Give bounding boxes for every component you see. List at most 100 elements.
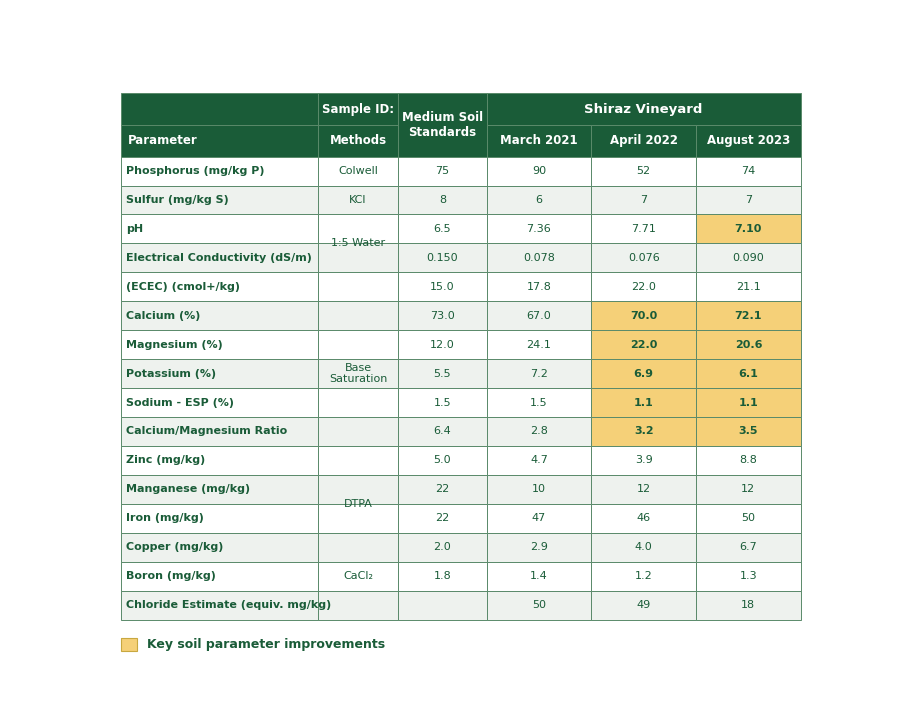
Text: Calcium/Magnesium Ratio: Calcium/Magnesium Ratio [126, 427, 288, 437]
FancyBboxPatch shape [318, 94, 398, 125]
FancyBboxPatch shape [318, 243, 398, 272]
Text: 6.1: 6.1 [738, 369, 759, 379]
Text: 8: 8 [439, 195, 446, 205]
FancyBboxPatch shape [592, 214, 696, 243]
FancyBboxPatch shape [486, 157, 592, 186]
FancyBboxPatch shape [486, 388, 592, 417]
FancyBboxPatch shape [592, 388, 696, 417]
Text: 7: 7 [744, 195, 752, 205]
Text: 3.2: 3.2 [634, 427, 654, 437]
Text: Boron (mg/kg): Boron (mg/kg) [126, 571, 216, 581]
FancyBboxPatch shape [486, 359, 592, 388]
Text: Key soil parameter improvements: Key soil parameter improvements [147, 637, 385, 651]
Text: 47: 47 [532, 513, 546, 523]
Text: August 2023: August 2023 [707, 134, 790, 147]
Text: 7.36: 7.36 [527, 224, 551, 234]
FancyBboxPatch shape [318, 532, 398, 562]
FancyBboxPatch shape [120, 475, 318, 504]
FancyBboxPatch shape [120, 417, 318, 446]
FancyBboxPatch shape [398, 446, 486, 475]
FancyBboxPatch shape [120, 359, 318, 388]
Text: 6.4: 6.4 [433, 427, 451, 437]
FancyBboxPatch shape [696, 125, 801, 157]
FancyBboxPatch shape [120, 591, 318, 620]
Text: 1.1: 1.1 [634, 398, 654, 408]
FancyBboxPatch shape [696, 562, 801, 591]
Text: 22: 22 [435, 484, 450, 494]
FancyBboxPatch shape [592, 532, 696, 562]
Text: 12: 12 [742, 484, 755, 494]
FancyBboxPatch shape [486, 475, 592, 504]
Text: Electrical Conductivity (dS/m): Electrical Conductivity (dS/m) [126, 253, 312, 263]
FancyBboxPatch shape [398, 591, 486, 620]
FancyBboxPatch shape [120, 532, 318, 562]
FancyBboxPatch shape [486, 417, 592, 446]
FancyBboxPatch shape [398, 330, 486, 359]
FancyBboxPatch shape [318, 417, 398, 446]
FancyBboxPatch shape [592, 330, 696, 359]
Text: 12: 12 [636, 484, 651, 494]
Text: 1.4: 1.4 [530, 571, 547, 581]
FancyBboxPatch shape [318, 475, 398, 504]
FancyBboxPatch shape [120, 186, 318, 214]
Text: 7: 7 [640, 195, 647, 205]
FancyBboxPatch shape [318, 504, 398, 532]
Text: 7.71: 7.71 [631, 224, 656, 234]
FancyBboxPatch shape [696, 243, 801, 272]
FancyBboxPatch shape [398, 359, 486, 388]
Text: Sulfur (mg/kg S): Sulfur (mg/kg S) [126, 195, 229, 205]
FancyBboxPatch shape [398, 214, 486, 243]
FancyBboxPatch shape [318, 359, 398, 388]
FancyBboxPatch shape [318, 214, 398, 243]
FancyBboxPatch shape [120, 446, 318, 475]
Text: Sample ID:: Sample ID: [322, 103, 394, 116]
Text: 4.7: 4.7 [530, 455, 547, 465]
FancyBboxPatch shape [318, 591, 398, 620]
FancyBboxPatch shape [398, 388, 486, 417]
Text: 1.5: 1.5 [530, 398, 547, 408]
Text: 10: 10 [532, 484, 546, 494]
FancyBboxPatch shape [592, 301, 696, 330]
Text: 15.0: 15.0 [430, 281, 455, 292]
Text: 22.0: 22.0 [630, 340, 657, 350]
Text: CaCl₂: CaCl₂ [343, 571, 373, 581]
Text: 6: 6 [536, 195, 542, 205]
Text: 49: 49 [636, 600, 651, 610]
Text: Iron (mg/kg): Iron (mg/kg) [126, 513, 204, 523]
FancyBboxPatch shape [696, 301, 801, 330]
FancyBboxPatch shape [318, 125, 398, 157]
Text: 8.8: 8.8 [740, 455, 757, 465]
FancyBboxPatch shape [398, 301, 486, 330]
Text: 4.0: 4.0 [635, 542, 653, 552]
FancyBboxPatch shape [696, 214, 801, 243]
FancyBboxPatch shape [696, 272, 801, 301]
FancyBboxPatch shape [696, 446, 801, 475]
Text: 17.8: 17.8 [527, 281, 551, 292]
Text: 73.0: 73.0 [430, 311, 455, 320]
Text: 50: 50 [532, 600, 546, 610]
FancyBboxPatch shape [592, 125, 696, 157]
FancyBboxPatch shape [696, 359, 801, 388]
FancyBboxPatch shape [592, 446, 696, 475]
FancyBboxPatch shape [318, 388, 398, 417]
FancyBboxPatch shape [486, 532, 592, 562]
Text: 0.076: 0.076 [628, 253, 660, 263]
FancyBboxPatch shape [398, 157, 486, 186]
Text: 1:5 Water: 1:5 Water [331, 238, 385, 248]
FancyBboxPatch shape [120, 637, 138, 651]
Text: 12.0: 12.0 [430, 340, 455, 350]
Text: 50: 50 [742, 513, 755, 523]
FancyBboxPatch shape [398, 562, 486, 591]
Text: 75: 75 [435, 166, 450, 176]
Text: 52: 52 [636, 166, 651, 176]
Text: pH: pH [126, 224, 144, 234]
FancyBboxPatch shape [318, 330, 398, 359]
Text: 46: 46 [636, 513, 651, 523]
Text: Colwell: Colwell [338, 166, 378, 176]
FancyBboxPatch shape [486, 591, 592, 620]
FancyBboxPatch shape [120, 301, 318, 330]
Text: Sodium - ESP (%): Sodium - ESP (%) [126, 398, 235, 408]
Text: 7.10: 7.10 [734, 224, 762, 234]
FancyBboxPatch shape [318, 186, 398, 214]
FancyBboxPatch shape [318, 301, 398, 330]
